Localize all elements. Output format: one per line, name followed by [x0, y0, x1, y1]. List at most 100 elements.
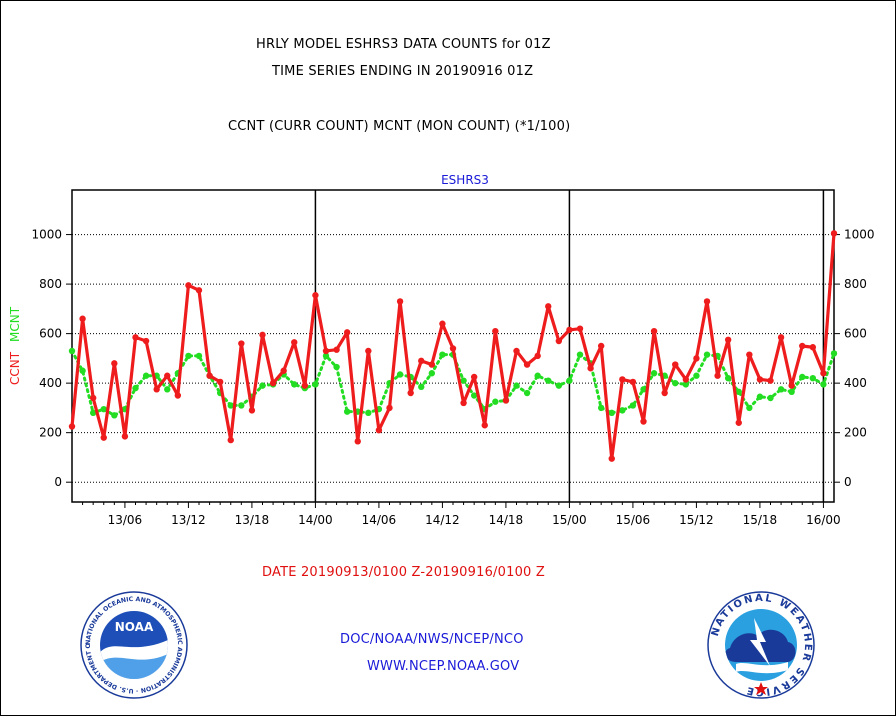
x-tick-label: 14/06: [362, 513, 397, 527]
x-tick-label: 15/06: [616, 513, 651, 527]
data-point-mcnt: [460, 377, 467, 384]
data-point-ccnt: [365, 347, 372, 355]
data-point-mcnt: [756, 393, 764, 400]
data-point-ccnt: [502, 397, 510, 404]
data-point-ccnt: [333, 346, 340, 353]
data-point-ccnt: [354, 438, 361, 445]
data-point-mcnt: [799, 373, 806, 381]
data-point-mcnt: [555, 382, 563, 389]
data-point-mcnt: [513, 382, 520, 389]
data-point-ccnt: [280, 367, 287, 374]
data-point-mcnt: [312, 381, 319, 388]
data-point-ccnt: [322, 347, 330, 355]
data-point-mcnt: [735, 388, 742, 396]
data-point-ccnt: [428, 361, 436, 368]
data-point-ccnt: [820, 370, 827, 377]
data-point-ccnt: [735, 419, 742, 426]
data-point-mcnt: [132, 384, 139, 392]
data-point-mcnt: [322, 352, 330, 360]
data-point-mcnt: [439, 351, 446, 358]
x-tick-label: 14/18: [489, 513, 524, 527]
data-point-ccnt: [375, 426, 383, 434]
data-point-ccnt: [312, 292, 319, 299]
data-point-mcnt: [195, 352, 203, 360]
data-point-mcnt: [291, 381, 298, 388]
y-tick-label-left: 400: [39, 376, 62, 390]
data-point-ccnt: [164, 372, 171, 379]
data-point-mcnt: [333, 363, 340, 371]
data-point-ccnt: [142, 337, 150, 345]
x-tick-label: 15/12: [679, 513, 714, 527]
data-point-ccnt: [777, 334, 785, 341]
data-point-ccnt: [756, 376, 764, 383]
y-axis-label-ccnt: CCNT: [8, 351, 22, 385]
data-point-ccnt: [619, 376, 626, 383]
data-point-mcnt: [418, 383, 425, 391]
data-point-ccnt: [439, 320, 446, 327]
data-point-mcnt: [238, 402, 245, 409]
data-point-ccnt: [703, 298, 711, 305]
data-point-mcnt: [470, 392, 478, 399]
data-point-mcnt: [746, 404, 753, 412]
data-point-ccnt: [682, 376, 690, 383]
data-point-ccnt: [195, 287, 203, 294]
data-point-mcnt: [693, 372, 700, 379]
data-point-ccnt: [460, 399, 467, 407]
data-point-ccnt: [576, 325, 584, 332]
y-tick-label-left: 200: [39, 426, 62, 440]
nws-logo: NATIONAL WEATHER SERVICE: [707, 591, 815, 699]
data-point-mcnt: [672, 379, 679, 387]
y-tick-label-right: 1000: [844, 228, 875, 242]
data-point-ccnt: [449, 345, 457, 352]
y-tick-label-right: 800: [844, 277, 867, 291]
data-point-ccnt: [291, 339, 298, 346]
star-icon: [754, 682, 768, 695]
data-point-ccnt: [89, 394, 97, 402]
data-point-mcnt: [164, 386, 171, 393]
data-point-mcnt: [185, 352, 192, 360]
data-point-mcnt: [767, 394, 774, 402]
data-point-mcnt: [566, 377, 573, 384]
data-point-ccnt: [809, 344, 817, 351]
data-point-mcnt: [724, 374, 732, 382]
data-point-ccnt: [587, 365, 594, 372]
data-point-mcnt: [619, 407, 626, 414]
data-point-ccnt: [799, 342, 806, 350]
data-point-ccnt: [174, 392, 182, 399]
data-point-ccnt: [470, 373, 478, 381]
data-point-ccnt: [269, 379, 277, 387]
plot-title: ESHRS3: [441, 173, 489, 187]
x-tick-label: 15/18: [743, 513, 778, 527]
data-point-ccnt: [132, 334, 139, 341]
data-point-ccnt: [68, 423, 76, 430]
x-tick-label: 14/00: [298, 513, 333, 527]
data-point-ccnt: [608, 455, 615, 462]
data-point-ccnt: [79, 315, 86, 322]
data-point-ccnt: [693, 355, 700, 362]
y-tick-label-right: 600: [844, 327, 867, 341]
data-point-ccnt: [185, 282, 192, 289]
data-point-ccnt: [640, 418, 647, 425]
x-tick-label: 13/18: [235, 513, 270, 527]
data-point-ccnt: [788, 382, 795, 389]
y-tick-label-left: 1000: [31, 228, 62, 242]
data-point-mcnt: [259, 382, 266, 389]
x-tick-label: 14/12: [425, 513, 460, 527]
y-tick-label-left: 0: [54, 475, 62, 489]
data-point-ccnt: [555, 337, 563, 345]
data-point-mcnt: [703, 351, 711, 358]
data-point-ccnt: [746, 351, 753, 358]
data-point-ccnt: [153, 386, 160, 393]
data-point-mcnt: [830, 350, 838, 357]
date-range-label: DATE 20190913/0100 Z-20190916/0100 Z: [262, 565, 545, 580]
data-point-mcnt: [428, 370, 436, 377]
noaa-logo: NATIONAL OCEANIC AND ATMOSPHERIC ADMINIS…: [79, 590, 188, 699]
data-point-mcnt: [640, 386, 647, 393]
data-point-ccnt: [492, 327, 499, 335]
y-axis-label-mcnt: MCNT: [8, 306, 22, 342]
data-point-ccnt: [661, 389, 668, 397]
data-point-ccnt: [386, 404, 393, 412]
data-point-mcnt: [809, 374, 817, 382]
data-point-mcnt: [650, 370, 658, 377]
